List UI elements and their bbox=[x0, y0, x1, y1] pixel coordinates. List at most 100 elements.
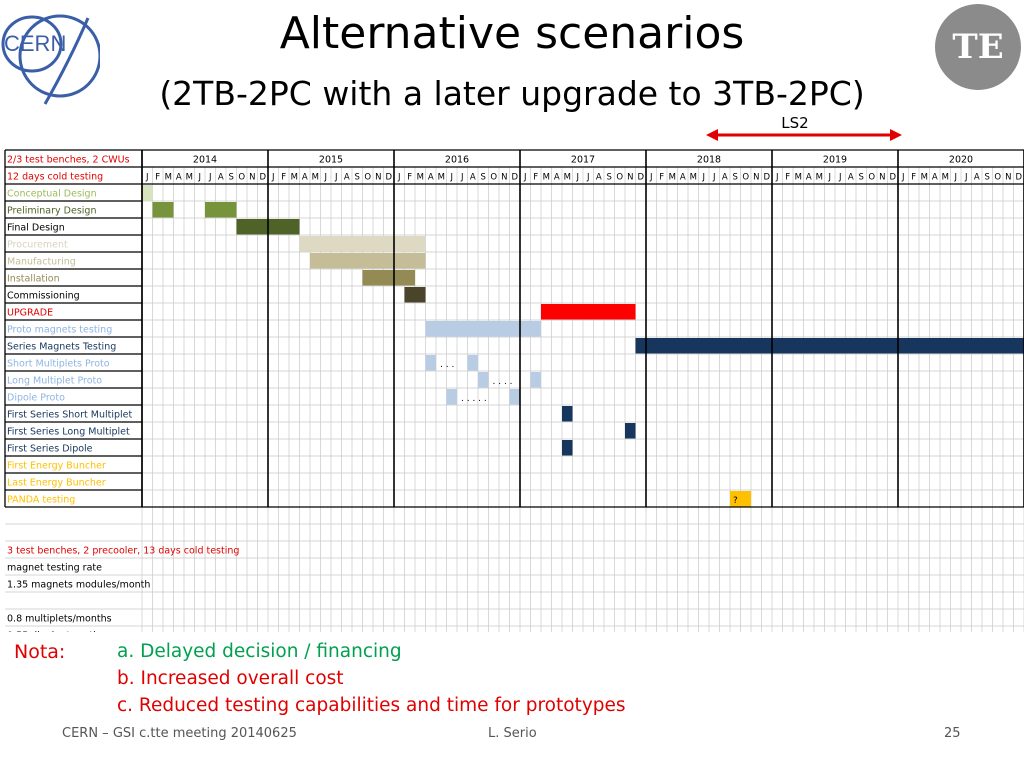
month-label: O bbox=[868, 173, 875, 183]
gantt-bar bbox=[467, 355, 478, 371]
gantt-bar bbox=[310, 253, 426, 269]
row-label: First Series Dipole bbox=[7, 444, 93, 455]
year-label: 2020 bbox=[949, 155, 973, 166]
month-label: M bbox=[690, 173, 697, 183]
gantt-bar bbox=[404, 287, 426, 303]
gantt-bar bbox=[530, 372, 541, 388]
gantt-bar bbox=[625, 423, 636, 439]
month-label: J bbox=[197, 173, 201, 183]
row-label: Proto magnets testing bbox=[7, 325, 112, 336]
month-label: D bbox=[889, 173, 896, 183]
year-label: 2019 bbox=[823, 155, 847, 166]
gantt-bar bbox=[299, 236, 426, 252]
gantt-bar-label: ? bbox=[733, 496, 738, 506]
month-label: F bbox=[533, 173, 538, 183]
month-label: A bbox=[302, 173, 308, 183]
month-label: O bbox=[742, 173, 749, 183]
gantt-bar bbox=[562, 406, 573, 422]
month-label: J bbox=[334, 173, 338, 183]
month-label: D bbox=[1015, 173, 1022, 183]
month-label: J bbox=[901, 173, 905, 183]
month-label: O bbox=[364, 173, 371, 183]
row-label: First Series Short Multiplet bbox=[7, 410, 132, 421]
month-label: M bbox=[165, 173, 172, 183]
row-label: First Series Long Multiplet bbox=[7, 427, 130, 438]
row-label: 0.8 multiplets/months bbox=[7, 614, 112, 625]
month-label: S bbox=[355, 173, 360, 183]
month-label: N bbox=[753, 173, 759, 183]
month-label: M bbox=[669, 173, 676, 183]
row-label: Final Design bbox=[7, 223, 65, 234]
row-label: 12 days cold testing bbox=[7, 172, 103, 183]
year-label: 2015 bbox=[319, 155, 343, 166]
row-label: 2/3 test benches, 2 CWUs bbox=[7, 155, 130, 166]
month-label: M bbox=[417, 173, 424, 183]
cern-logo-text: CERN bbox=[4, 31, 66, 56]
month-label: A bbox=[680, 173, 686, 183]
row-label: 0.55 dipoles/month bbox=[7, 631, 99, 633]
year-label: 2014 bbox=[193, 155, 217, 166]
month-label: M bbox=[816, 173, 823, 183]
month-label: M bbox=[291, 173, 298, 183]
month-label: N bbox=[249, 173, 255, 183]
year-label: 2017 bbox=[571, 155, 595, 166]
month-label: D bbox=[637, 173, 644, 183]
month-label: J bbox=[701, 173, 705, 183]
month-label: F bbox=[659, 173, 664, 183]
month-label: J bbox=[523, 173, 527, 183]
gantt-dots: . . . . bbox=[493, 377, 513, 387]
month-label: M bbox=[795, 173, 802, 183]
month-label: A bbox=[722, 173, 728, 183]
month-label: F bbox=[785, 173, 790, 183]
month-label: M bbox=[564, 173, 571, 183]
cern-logo: CERN bbox=[1, 14, 100, 105]
gantt-bar bbox=[562, 440, 573, 456]
month-label: A bbox=[974, 173, 980, 183]
month-label: O bbox=[238, 173, 245, 183]
gantt-chart: . . . . . . . . . . . .? 2/3 test benches, … bbox=[4, 149, 1024, 633]
row-label: Short Multiplets Proto bbox=[7, 359, 110, 370]
month-label: A bbox=[470, 173, 476, 183]
month-label: M bbox=[942, 173, 949, 183]
month-label: A bbox=[932, 173, 938, 183]
month-label: A bbox=[806, 173, 812, 183]
gantt-bar bbox=[425, 321, 541, 337]
month-label: A bbox=[344, 173, 350, 183]
gantt-bar bbox=[635, 338, 1024, 354]
gantt-bar bbox=[425, 355, 436, 371]
row-label: Procurement bbox=[7, 240, 68, 251]
month-label: A bbox=[218, 173, 224, 183]
month-label: J bbox=[460, 173, 464, 183]
month-label: N bbox=[879, 173, 885, 183]
row-label: Installation bbox=[7, 274, 60, 285]
row-label: Preliminary Design bbox=[7, 206, 96, 217]
gantt-bar bbox=[509, 389, 520, 405]
month-label: D bbox=[763, 173, 770, 183]
month-label: A bbox=[428, 173, 434, 183]
month-label: D bbox=[511, 173, 518, 183]
month-label: O bbox=[994, 173, 1001, 183]
month-label: J bbox=[586, 173, 590, 183]
month-label: F bbox=[407, 173, 412, 183]
month-label: J bbox=[145, 173, 149, 183]
year-label: 2018 bbox=[697, 155, 721, 166]
month-label: J bbox=[827, 173, 831, 183]
gantt-bar bbox=[730, 491, 751, 507]
month-label: A bbox=[554, 173, 560, 183]
month-label: S bbox=[481, 173, 486, 183]
month-label: N bbox=[501, 173, 507, 183]
month-label: O bbox=[490, 173, 497, 183]
month-label: S bbox=[733, 173, 738, 183]
gantt-dots: . . . . . bbox=[461, 394, 487, 404]
row-label: Long Multiplet Proto bbox=[7, 376, 102, 387]
month-label: S bbox=[229, 173, 234, 183]
month-label: J bbox=[208, 173, 212, 183]
gantt-bar bbox=[478, 372, 489, 388]
month-label: J bbox=[775, 173, 779, 183]
slide-subtitle: (2TB-2PC with a later upgrade to 3TB-2PC… bbox=[159, 74, 865, 113]
month-label: F bbox=[911, 173, 916, 183]
gantt-bar bbox=[541, 304, 636, 320]
row-label: magnet testing rate bbox=[7, 563, 102, 574]
nota-item-a: a. Delayed decision / financing bbox=[117, 641, 402, 662]
footer-page-number: 25 bbox=[944, 726, 961, 741]
